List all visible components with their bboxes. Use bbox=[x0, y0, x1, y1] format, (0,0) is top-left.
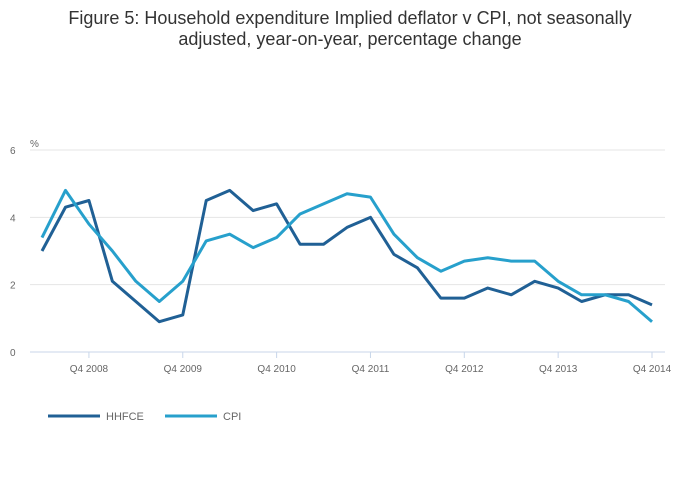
x-tick-label: Q4 2009 bbox=[164, 364, 203, 375]
series-line-hhfce bbox=[40, 188, 653, 324]
chart-title-line-1: Figure 5: Household expenditure Implied … bbox=[68, 8, 632, 28]
y-tick-label: 6 bbox=[10, 146, 16, 157]
chart-title-line-2: adjusted, year-on-year, percentage chang… bbox=[178, 29, 522, 49]
legend-label: HHFCE bbox=[106, 411, 144, 423]
series-line-cpi bbox=[40, 188, 653, 323]
x-tick-label: Q4 2010 bbox=[257, 364, 296, 375]
legend-item-cpi[interactable]: CPI bbox=[165, 411, 241, 423]
x-tick-label: Q4 2011 bbox=[352, 364, 390, 375]
chart-title: Figure 5: Household expenditure Implied … bbox=[0, 8, 700, 50]
legend-label: CPI bbox=[223, 411, 241, 423]
y-tick-label: 2 bbox=[10, 281, 16, 292]
x-tick-label: Q4 2008 bbox=[70, 364, 109, 375]
y-tick-label: 4 bbox=[10, 213, 16, 224]
x-tick-label: Q4 2012 bbox=[445, 364, 484, 375]
x-tick-label: Q4 2014 bbox=[633, 364, 672, 375]
y-tick-label: 0 bbox=[10, 348, 16, 359]
y-axis-label: % bbox=[30, 139, 39, 150]
legend-item-hhfce[interactable]: HHFCE bbox=[48, 411, 144, 423]
x-tick-label: Q4 2013 bbox=[539, 364, 578, 375]
